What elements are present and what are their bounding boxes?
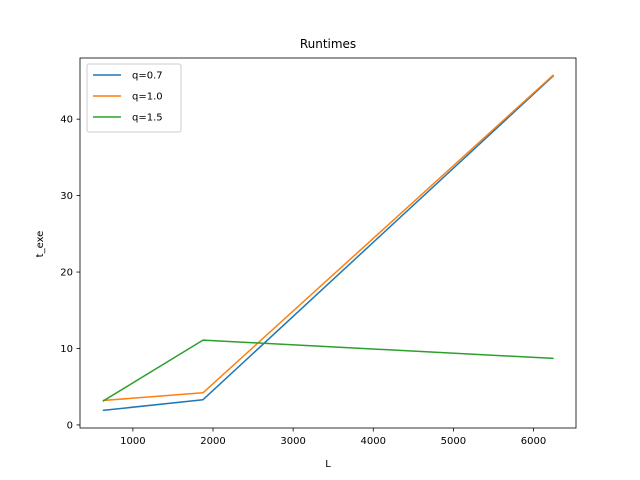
x-axis: 1000 2000 3000 4000 5000 6000 [120, 428, 546, 447]
y-tick-label: 30 [60, 191, 73, 202]
y-axis: 0 10 20 30 40 [60, 115, 80, 431]
y-tick-label: 20 [60, 268, 73, 279]
series-line-q=0.7 [102, 75, 555, 412]
x-tick-label: 6000 [521, 436, 546, 447]
legend-entry: q=1.0 [132, 92, 163, 103]
series-lines [102, 74, 555, 412]
y-tick-label: 0 [67, 420, 73, 431]
legend-entry: q=0.7 [132, 71, 163, 82]
x-tick-label: 3000 [280, 436, 305, 447]
plot-area-frame [79, 57, 577, 429]
x-axis-label: L [325, 459, 331, 470]
series-line-q=1.0 [102, 74, 555, 402]
chart-title: Runtimes [300, 37, 356, 51]
x-tick-label: 2000 [200, 436, 225, 447]
series-line-q=1.5 [102, 339, 554, 402]
x-tick-label: 4000 [361, 436, 386, 447]
y-tick-label: 10 [60, 344, 73, 355]
y-tick-label: 40 [60, 115, 73, 126]
x-tick-label: 1000 [120, 436, 145, 447]
x-tick-label: 5000 [441, 436, 466, 447]
legend-box [86, 63, 182, 133]
legend-entry: q=1.5 [132, 113, 163, 124]
legend: q=0.7 q=1.0 q=1.5 [86, 63, 182, 133]
y-axis-label: t_exe [35, 231, 46, 258]
